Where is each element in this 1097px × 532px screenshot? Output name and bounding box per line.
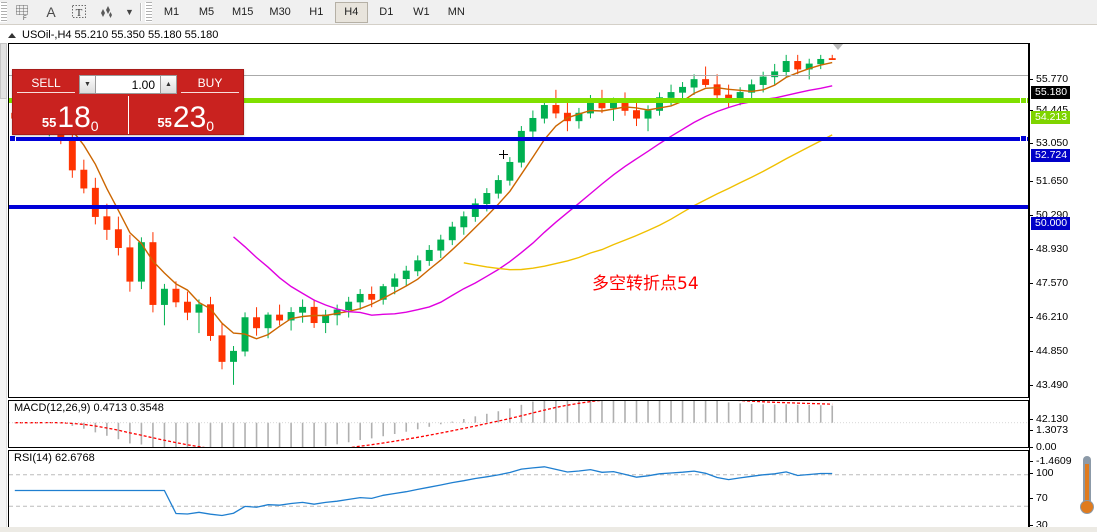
buy-price-button[interactable]: 55 23 0: [127, 96, 244, 134]
rsi-axis-tick: 30: [1030, 520, 1048, 531]
dropdown-arrow-icon[interactable]: ▼: [125, 7, 134, 17]
crosshair-cursor-icon: [499, 150, 508, 159]
price-axis-tick: 55.770: [1030, 74, 1068, 85]
rsi-axis-tick: 100: [1030, 468, 1054, 479]
timeframe-button-d1[interactable]: D1: [379, 6, 394, 18]
rsi-series: [9, 466, 1028, 517]
indicators-icon[interactable]: [94, 1, 120, 23]
candlestick-series: [11, 54, 836, 385]
chart-annotation-text: 多空转折点54: [592, 274, 699, 294]
sell-price-big-figure: 55: [41, 115, 57, 130]
price-axis-tick: 43.490: [1030, 380, 1068, 391]
text-box-icon[interactable]: T: [66, 1, 92, 23]
buy-price-fraction: 0: [206, 118, 215, 134]
price-level-label-50000[interactable]: 50.000: [1031, 217, 1071, 230]
one-click-trading-panel: SELL ▼ 1.00 ▲ BUY 55 18 0 55 23 0: [12, 69, 244, 135]
level-anchor-blue-upper[interactable]: [1020, 135, 1027, 142]
price-axis-tick: 54.445: [1030, 105, 1068, 116]
price-axis-tick: 48.930: [1030, 244, 1068, 255]
price-axis-tick: 50.290: [1030, 210, 1068, 221]
rsi-indicator-pane[interactable]: RSI(14) 62.6768: [8, 450, 1029, 531]
oct-header-row: SELL ▼ 1.00 ▲ BUY: [13, 70, 243, 96]
macd-axis-tick: -1.4609: [1030, 456, 1072, 467]
sell-price-button[interactable]: 55 18 0: [13, 96, 128, 134]
timeframe-button-mn[interactable]: MN: [447, 6, 465, 18]
price-level-label-52724[interactable]: 52.724: [1031, 149, 1071, 162]
macd-axis-tick: 0.00: [1030, 442, 1056, 453]
price-level-label-54213[interactable]: 54.213: [1031, 111, 1071, 124]
toolbar-separator: [140, 3, 142, 21]
buy-price-big-figure: 55: [157, 115, 172, 130]
timeframe-button-w1[interactable]: W1: [413, 6, 430, 18]
symbol-ohlc-text: USOil-,H4 55.210 55.350 55.180 55.180: [22, 29, 219, 41]
volume-input[interactable]: 1.00: [96, 75, 160, 94]
macd-axis-tick: 1.3073: [1030, 425, 1068, 436]
rsi-label: RSI(14) 62.6768: [13, 452, 96, 464]
timeframe-button-m30[interactable]: M30: [269, 6, 291, 18]
buy-price-pips: 23: [172, 101, 207, 134]
chart-top-caret-icon: [833, 44, 843, 50]
timeframe-button-group: M1 M5 M15 M30 H1 H4 D1 W1 MN: [154, 1, 474, 23]
oct-price-row: 55 18 0 55 23 0: [13, 96, 243, 134]
macd-indicator-pane[interactable]: MACD(12,26,9) 0.4713 0.3548: [8, 400, 1029, 448]
chart-shift-thermometer[interactable]: [1080, 456, 1094, 528]
level-line-50000[interactable]: [9, 205, 1028, 209]
crosshair-icon[interactable]: F: [10, 1, 36, 23]
sell-button-label[interactable]: SELL: [17, 76, 75, 93]
svg-text:F: F: [23, 16, 27, 21]
level-line-54213[interactable]: [9, 98, 1028, 103]
chart-area: USOil-,H4 55.210 55.350 55.180 55.180 多空…: [0, 25, 1097, 532]
timeframe-button-m5[interactable]: M5: [198, 6, 215, 18]
sell-price-pips: 18: [57, 101, 91, 134]
rsi-axis-tick: 70: [1030, 493, 1048, 504]
svg-text:T: T: [76, 7, 83, 19]
volume-increment-button[interactable]: ▲: [160, 75, 177, 94]
status-strip: [0, 527, 1097, 532]
timeframe-button-h1[interactable]: H1: [309, 6, 324, 18]
symbol-ohlc-header: USOil-,H4 55.210 55.350 55.180 55.180: [8, 28, 218, 42]
text-label-icon[interactable]: A: [46, 4, 56, 20]
price-axis-tick: 44.850: [1030, 346, 1068, 357]
price-axis[interactable]: 55.770 54.445 53.050 51.650 50.290 48.930 47.5…: [1029, 43, 1085, 531]
main-toolbar: F A T ▼ M1 M5 M15 M30 H1 H4 D1 W1 MN: [0, 0, 1097, 25]
price-axis-tick: 46.210: [1030, 312, 1068, 323]
scrollbar-thumb[interactable]: [0, 43, 7, 99]
collapse-triangle-icon[interactable]: [8, 32, 16, 38]
price-axis-tick: 47.570: [1030, 278, 1068, 289]
timeframe-button-m15[interactable]: M15: [232, 6, 254, 18]
current-price-line: [9, 75, 1028, 76]
sell-price-fraction: 0: [90, 118, 99, 134]
price-level-label-55180[interactable]: 55.180: [1031, 86, 1071, 99]
price-axis-tick: 53.050: [1030, 138, 1068, 149]
volume-decrement-button[interactable]: ▼: [79, 75, 96, 94]
toolbar-grip-timeframes[interactable]: [145, 2, 152, 22]
macd-series: [9, 401, 1028, 447]
level-line-52724[interactable]: [9, 137, 1028, 141]
buy-button-label[interactable]: BUY: [181, 76, 239, 93]
volume-stepper: ▼ 1.00 ▲: [79, 75, 177, 95]
vertical-scrollbar-left[interactable]: [0, 43, 7, 532]
level-anchor-green[interactable]: [1020, 97, 1027, 104]
macd-label: MACD(12,26,9) 0.4713 0.3548: [13, 402, 165, 414]
toolbar-grip-drawing[interactable]: [0, 2, 7, 22]
level-anchor-blue-upper-left[interactable]: [9, 135, 16, 142]
thermometer-fill-icon: [1085, 464, 1089, 504]
thermometer-bulb-icon: [1080, 500, 1094, 514]
price-axis-tick: 42.130: [1030, 414, 1068, 425]
timeframe-button-h4[interactable]: H4: [334, 1, 368, 23]
timeframe-button-m1[interactable]: M1: [163, 6, 180, 18]
price-axis-tick: 51.650: [1030, 176, 1068, 187]
